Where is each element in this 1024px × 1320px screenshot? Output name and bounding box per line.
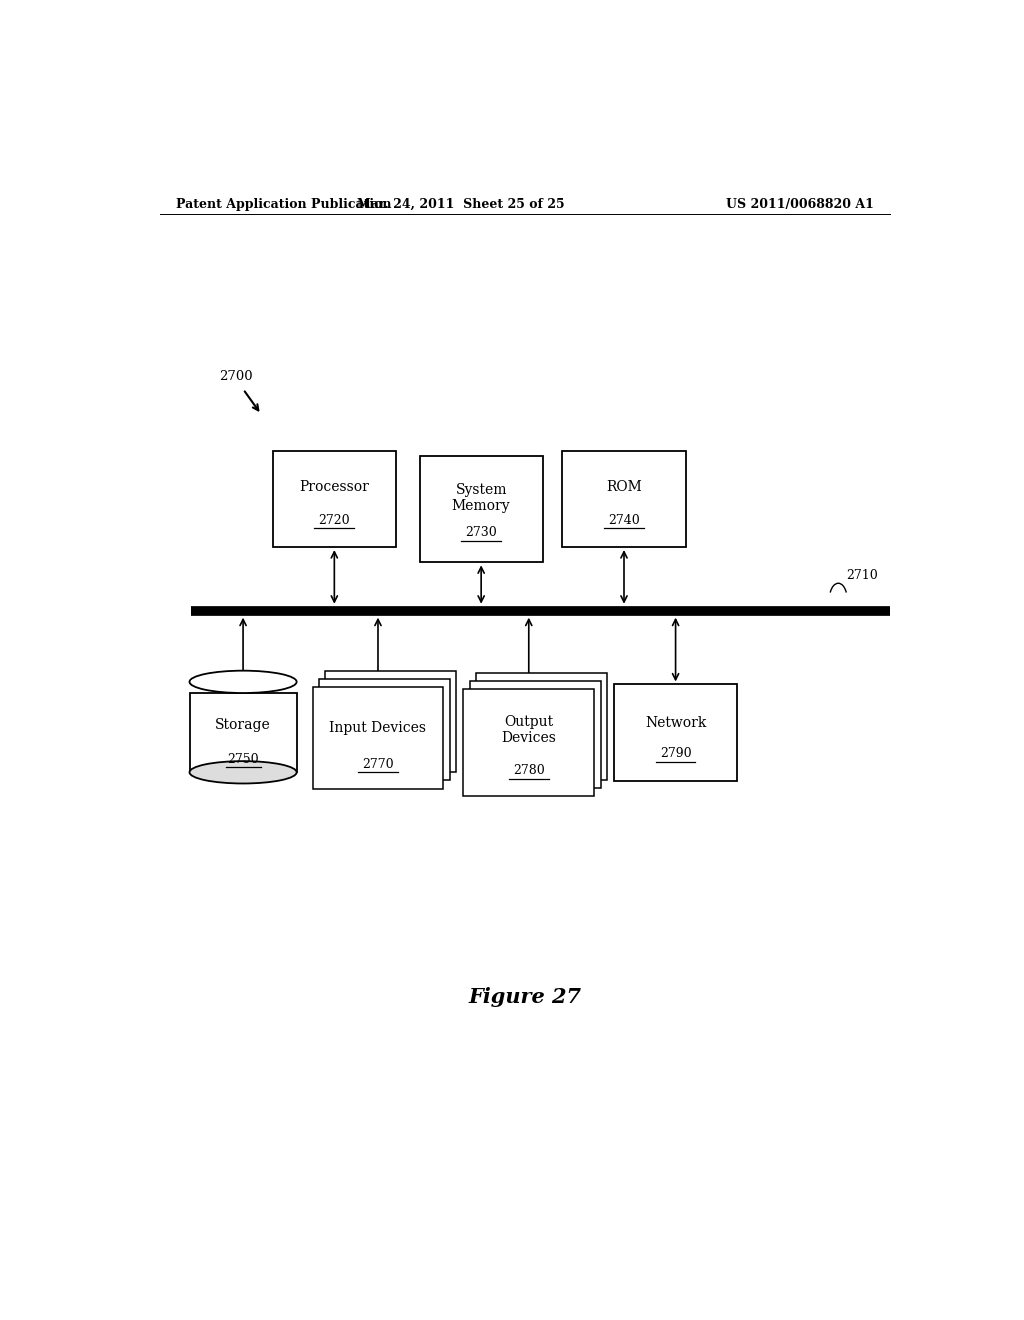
Bar	[463, 689, 594, 796]
Bar	[272, 450, 396, 548]
Text: US 2011/0068820 A1: US 2011/0068820 A1	[726, 198, 873, 211]
Bar	[312, 686, 443, 788]
Text: Output
Devices: Output Devices	[502, 715, 556, 744]
Text: ROM: ROM	[606, 480, 642, 494]
Bar	[420, 455, 543, 562]
Text: 2700: 2700	[219, 371, 253, 383]
Text: 2720: 2720	[318, 513, 350, 527]
Bar	[191, 680, 295, 682]
Bar	[470, 681, 601, 788]
Bar	[189, 693, 297, 772]
Bar	[562, 450, 685, 548]
Text: 2780: 2780	[513, 764, 545, 777]
Text: Mar. 24, 2011  Sheet 25 of 25: Mar. 24, 2011 Sheet 25 of 25	[357, 198, 565, 211]
Text: 2730: 2730	[465, 527, 497, 539]
Text: Network: Network	[645, 715, 707, 730]
Text: 2710: 2710	[846, 569, 878, 582]
Bar	[326, 671, 456, 772]
Text: Processor: Processor	[299, 480, 370, 494]
Text: Input Devices: Input Devices	[330, 721, 426, 735]
Text: 2790: 2790	[659, 747, 691, 760]
Text: 2750: 2750	[227, 752, 259, 766]
Text: Patent Application Publication: Patent Application Publication	[176, 198, 391, 211]
Text: System
Memory: System Memory	[452, 483, 511, 513]
Ellipse shape	[189, 671, 297, 693]
Text: 2740: 2740	[608, 513, 640, 527]
Text: 2770: 2770	[362, 758, 394, 771]
Ellipse shape	[189, 762, 297, 784]
Text: Figure 27: Figure 27	[468, 987, 582, 1007]
Bar	[318, 678, 450, 780]
Bar	[614, 684, 737, 781]
Bar	[476, 673, 607, 780]
Text: Storage: Storage	[215, 718, 271, 731]
